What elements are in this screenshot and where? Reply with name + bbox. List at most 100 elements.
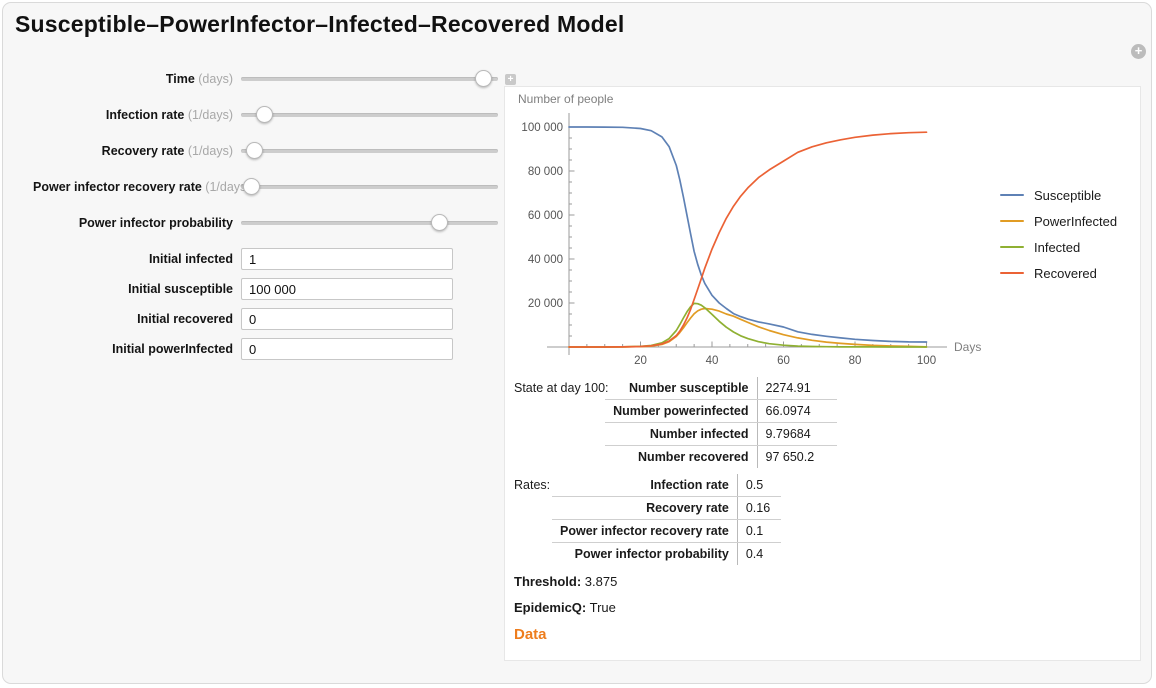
epidemicq-label: EpidemicQ: — [514, 600, 587, 615]
row-label: Power infector probability — [552, 542, 738, 565]
table-row: Infection rate 0.5 — [552, 474, 782, 497]
threshold-label: Threshold: — [514, 574, 582, 589]
row-label: Recovery rate — [552, 496, 738, 520]
slider-thumb[interactable] — [474, 70, 492, 87]
row-label: Number susceptible — [605, 377, 758, 400]
svg-text:Days: Days — [954, 340, 981, 354]
row-label: Infection rate — [552, 474, 738, 497]
row-value: 0.16 — [737, 496, 782, 520]
svg-text:20: 20 — [634, 355, 647, 367]
legend-label: Recovered — [1034, 265, 1097, 281]
slider-track[interactable] — [241, 142, 498, 160]
page-title: Susceptible–PowerInfector–Infected–Recov… — [15, 11, 625, 37]
slider-label: Infection rate (1/days) — [105, 108, 233, 122]
row-value: 2274.91 — [757, 377, 837, 400]
table-row: Number susceptible 2274.91 — [605, 377, 837, 400]
epidemic-chart: 20 40 60 80 100 20 000 40 000 60 000 80 000 100 0… — [518, 92, 981, 367]
svg-text:40 000: 40 000 — [528, 254, 563, 266]
row-value: 0.1 — [737, 519, 782, 543]
row-value: 97 650.2 — [765, 450, 815, 464]
svg-text:Number of people: Number of people — [518, 92, 614, 106]
legend-item-susceptible: Susceptible — [1000, 182, 1117, 208]
slider-row-3: Power infector recovery rate (1/days)+ — [33, 169, 523, 205]
chart-legend: Susceptible PowerInfected Infected Recovere… — [1000, 182, 1117, 286]
slider-track-bar[interactable] — [241, 113, 498, 117]
legend-item-recovered: Recovered — [1000, 260, 1117, 286]
slider-expand-plus-icon[interactable]: + — [505, 73, 516, 85]
svg-text:40: 40 — [706, 355, 719, 367]
row-label: Number powerinfected — [605, 399, 758, 423]
svg-text:100: 100 — [917, 355, 936, 367]
legend-label: PowerInfected — [1034, 213, 1118, 229]
svg-text:80 000: 80 000 — [528, 166, 563, 178]
slider-thumb[interactable] — [245, 142, 263, 159]
slider-track-bar[interactable] — [241, 77, 498, 81]
initial-value-fields: Initial infected Initial susceptible Initi… — [33, 244, 523, 364]
legend-line-swatch — [1000, 271, 1024, 275]
manipulate-menu-plus-icon[interactable]: + — [1131, 44, 1146, 59]
svg-text:60: 60 — [777, 355, 790, 367]
threshold-line: Threshold: 3.875 — [514, 574, 617, 589]
field-label: Initial infected — [148, 252, 233, 266]
svg-text:60 000: 60 000 — [528, 210, 563, 222]
field-input-1[interactable] — [241, 278, 453, 300]
slider-track-bar[interactable] — [241, 221, 498, 225]
row-value: 0.5 — [737, 474, 782, 497]
field-row-1: Initial susceptible — [33, 274, 523, 304]
slider-track-bar[interactable] — [241, 185, 498, 189]
rates-table-body: Infection rate 0.5 Recovery rate 0.16 Power … — [552, 474, 782, 565]
row-label: Number recovered — [605, 445, 758, 468]
slider-thumb[interactable] — [430, 214, 448, 231]
field-label: Initial recovered — [137, 312, 233, 326]
field-row-3: Initial powerInfected — [33, 334, 523, 364]
slider-track[interactable] — [241, 106, 498, 124]
legend-label: Infected — [1034, 239, 1081, 255]
table-row: Power infector probability 0.4 — [552, 542, 781, 565]
state-table: Number susceptible 2274.91 Number powerinf… — [605, 377, 837, 468]
svg-text:20 000: 20 000 — [528, 298, 563, 310]
epidemicq-line: EpidemicQ: True — [514, 600, 616, 615]
row-label: Number infected — [605, 422, 758, 446]
legend-label: Susceptible — [1034, 187, 1102, 203]
rates-table: Infection rate 0.5 Recovery rate 0.16 Power … — [552, 474, 782, 565]
slider-label: Power infector recovery rate (1/days) — [33, 180, 251, 194]
table-row: Recovery rate 0.16 — [552, 496, 782, 520]
data-link[interactable]: Data — [514, 626, 547, 643]
svg-text:100 000: 100 000 — [521, 122, 563, 134]
legend-line-swatch — [1000, 219, 1024, 223]
row-value: 0.4 — [745, 547, 764, 561]
epidemicq-value: True — [586, 600, 616, 615]
slider-track[interactable] — [241, 214, 498, 232]
legend-item-infected: Infected — [1000, 234, 1117, 260]
field-input-0[interactable] — [241, 248, 453, 270]
field-row-2: Initial recovered — [33, 304, 523, 334]
results-panel: 20 40 60 80 100 20 000 40 000 60 000 80 000 100 0… — [504, 86, 1141, 661]
table-row: Number infected 9.79684 — [605, 422, 837, 446]
slider-row-2: Recovery rate (1/days)+ — [33, 133, 523, 169]
slider-track[interactable] — [241, 178, 498, 196]
field-label: Initial susceptible — [128, 282, 233, 296]
field-input-3[interactable] — [241, 338, 453, 360]
slider-track-bar[interactable] — [241, 149, 498, 153]
threshold-value: 3.875 — [581, 574, 618, 589]
row-value: 66.0974 — [757, 399, 837, 423]
slider-thumb[interactable] — [243, 178, 261, 195]
table-row: Number recovered 97 650.2 — [605, 445, 837, 468]
field-label: Initial powerInfected — [112, 342, 233, 356]
slider-label: Power infector probability — [78, 216, 233, 230]
slider-label: Time (days) — [165, 72, 233, 86]
legend-line-swatch — [1000, 193, 1024, 197]
state-table-body: Number susceptible 2274.91 Number powerinf… — [605, 377, 837, 468]
slider-track[interactable] — [241, 70, 498, 88]
svg-text:80: 80 — [849, 355, 862, 367]
slider-thumb[interactable] — [256, 106, 274, 123]
table-row: Number powerinfected 66.0974 — [605, 399, 837, 423]
rates-caption: Rates: — [514, 478, 551, 492]
field-input-2[interactable] — [241, 308, 453, 330]
slider-controls: Time (days) + Infection rate (1/days) + Reco… — [33, 61, 523, 241]
slider-row-4: Power infector probability+ — [33, 205, 523, 241]
slider-row-0: Time (days) + — [33, 61, 523, 97]
legend-line-swatch — [1000, 245, 1024, 249]
table-row: Power infector recovery rate 0.1 — [552, 519, 782, 543]
